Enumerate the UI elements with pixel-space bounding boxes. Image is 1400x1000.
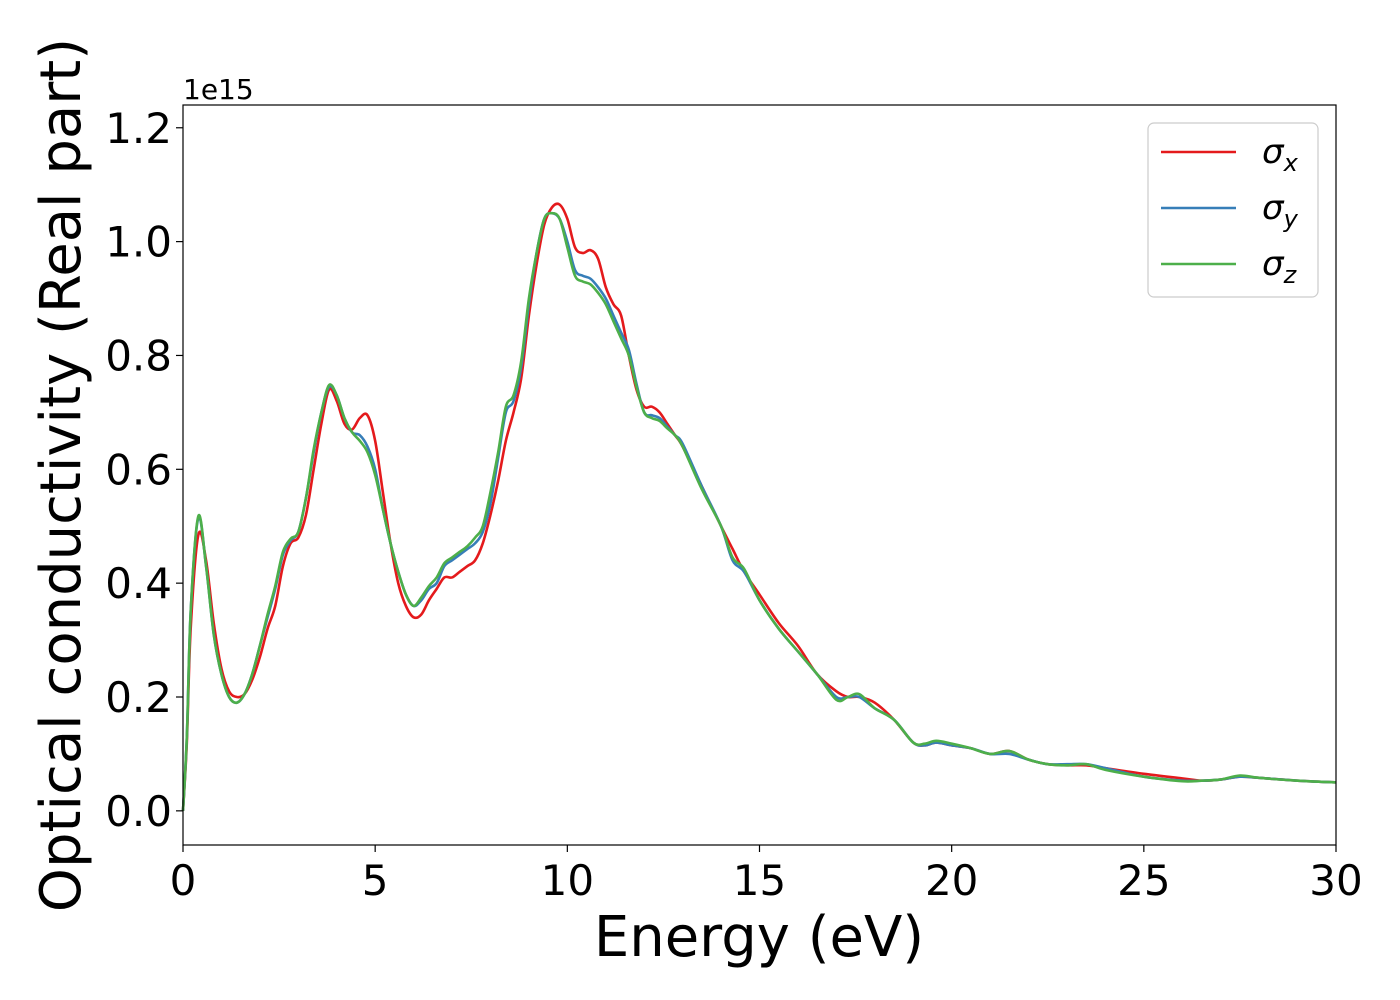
- x-tick-label: 15: [733, 856, 786, 905]
- x-tick-label: 25: [1117, 856, 1170, 905]
- y-axis-label: Optical conductivity (Real part): [29, 38, 94, 912]
- x-tick-label: 5: [362, 856, 389, 905]
- series-line-z: [181, 211, 1337, 811]
- legend-label-x: σx: [1262, 132, 1299, 177]
- y-axis-offset-label: 1e15: [183, 73, 254, 106]
- y-tick-label: 0.6: [105, 445, 172, 494]
- y-axis-ticks: 0.0 0.2 0.4 0.6 0.8 1.0 1.2: [105, 104, 183, 836]
- legend-label-y: σy: [1262, 188, 1299, 233]
- y-tick-label: 0.4: [105, 559, 172, 608]
- legend-frame: [1147, 122, 1319, 298]
- x-axis-ticks: 0 5 10 15 20 25 30: [170, 845, 1363, 905]
- x-tick-label: 0: [170, 856, 197, 905]
- y-tick-label: 1.2: [105, 104, 172, 153]
- y-tick-label: 0.8: [105, 331, 172, 380]
- x-axis-label: Energy (eV): [594, 905, 924, 970]
- x-tick-label: 30: [1309, 856, 1362, 905]
- x-tick-label: 20: [925, 856, 978, 905]
- y-tick-label: 0.2: [105, 673, 172, 722]
- legend-items: σx σy σz: [1161, 132, 1299, 289]
- y-tick-label: 0.0: [105, 787, 172, 836]
- legend-label-z: σz: [1262, 244, 1298, 289]
- x-tick-label: 10: [541, 856, 594, 905]
- series-layer: [181, 202, 1337, 811]
- legend: σx σy σz: [1147, 122, 1319, 298]
- y-tick-label: 1.0: [105, 218, 172, 267]
